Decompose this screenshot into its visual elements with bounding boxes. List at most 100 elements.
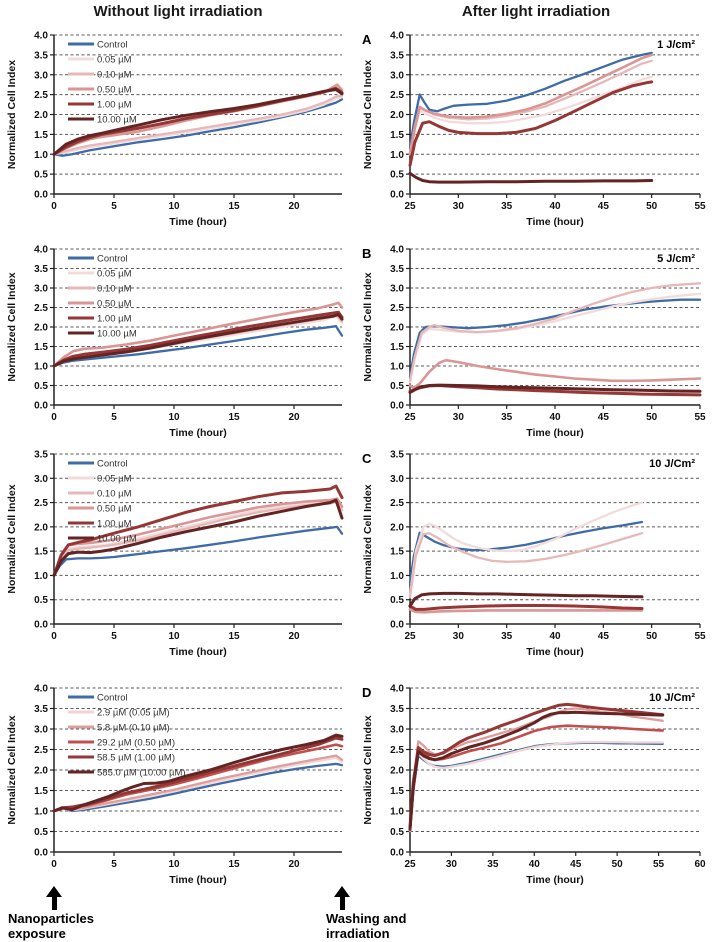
svg-text:20: 20 xyxy=(288,412,300,423)
svg-text:A: A xyxy=(362,32,372,47)
nanoparticles-exposure-label: Nanoparticles exposure xyxy=(8,911,94,941)
svg-text:0.5: 0.5 xyxy=(390,170,404,181)
svg-text:55: 55 xyxy=(694,412,706,423)
svg-text:1.00 µM: 1.00 µM xyxy=(97,100,132,111)
chart-no-light-row3: 0.0 0.5 1.0 1.5 2.0 2.5 3.0 3.5 0 5 10 15 20 Control 0… xyxy=(6,450,344,658)
svg-text:2.5: 2.5 xyxy=(34,745,48,756)
svg-text:40: 40 xyxy=(549,201,561,212)
chart-after-light-panel-b: 0.0 0.5 1.0 1.5 2.0 2.5 3.0 3.5 4.0 25 30 35 40 45 50 5… xyxy=(362,245,706,440)
svg-text:15: 15 xyxy=(228,631,240,642)
svg-text:0.50 µM: 0.50 µM xyxy=(97,85,132,96)
svg-text:Normalized Cell Index: Normalized Cell Index xyxy=(362,272,374,381)
svg-text:15: 15 xyxy=(228,201,240,212)
svg-text:Normalized Cell Index: Normalized Cell Index xyxy=(6,60,18,169)
svg-text:Normalized Cell Index: Normalized Cell Index xyxy=(362,715,374,824)
svg-text:Time (hour): Time (hour) xyxy=(526,427,584,439)
svg-text:0.10 µM: 0.10 µM xyxy=(97,489,132,500)
svg-text:0.50 µM: 0.50 µM xyxy=(97,299,132,310)
svg-text:Time (hour): Time (hour) xyxy=(526,216,584,228)
svg-text:1.0: 1.0 xyxy=(390,362,404,373)
arrow-head xyxy=(46,886,62,897)
exposure-arrow-icon xyxy=(46,886,62,910)
svg-text:Control: Control xyxy=(97,254,128,265)
svg-text:20: 20 xyxy=(288,201,300,212)
column-title-after-light: After light irradiation xyxy=(461,3,611,20)
chart-no-light-row1: 0.0 0.5 1.0 1.5 2.0 2.5 3.0 3.5 4.0 0 5 10 15 20 Contr… xyxy=(6,31,344,228)
svg-text:10: 10 xyxy=(168,859,180,870)
svg-text:2.0: 2.0 xyxy=(390,766,404,777)
svg-text:1.0: 1.0 xyxy=(390,571,404,582)
svg-text:30: 30 xyxy=(446,859,458,870)
svg-text:1.5: 1.5 xyxy=(34,547,48,558)
svg-text:40: 40 xyxy=(549,412,561,423)
svg-text:3.5: 3.5 xyxy=(34,704,48,715)
svg-text:3.0: 3.0 xyxy=(390,284,404,295)
svg-text:0.05 µM: 0.05 µM xyxy=(97,474,132,485)
svg-text:Normalized Cell Index: Normalized Cell Index xyxy=(6,715,18,824)
svg-text:55: 55 xyxy=(694,201,706,212)
svg-text:Time (hour): Time (hour) xyxy=(169,216,227,228)
svg-text:0.0: 0.0 xyxy=(34,620,48,631)
svg-text:0.0: 0.0 xyxy=(390,620,404,631)
svg-text:3.0: 3.0 xyxy=(390,70,404,81)
svg-text:15: 15 xyxy=(228,859,240,870)
svg-text:Control: Control xyxy=(97,693,128,704)
svg-text:25: 25 xyxy=(404,859,416,870)
svg-text:3.5: 3.5 xyxy=(390,450,404,461)
svg-text:0: 0 xyxy=(51,412,57,423)
svg-text:5.8 µM (0.10 µM): 5.8 µM (0.10 µM) xyxy=(97,723,170,734)
svg-text:3.5: 3.5 xyxy=(390,264,404,275)
svg-text:0.5: 0.5 xyxy=(390,595,404,606)
svg-text:4.0: 4.0 xyxy=(34,31,48,42)
svg-text:1.5: 1.5 xyxy=(34,130,48,141)
svg-text:0.50 µM: 0.50 µM xyxy=(97,504,132,515)
svg-text:30: 30 xyxy=(453,201,465,212)
svg-text:Time (hour): Time (hour) xyxy=(169,646,227,658)
svg-text:60: 60 xyxy=(694,859,706,870)
svg-text:1.5: 1.5 xyxy=(390,547,404,558)
svg-text:30: 30 xyxy=(453,631,465,642)
svg-text:4.0: 4.0 xyxy=(34,245,48,256)
svg-text:4.0: 4.0 xyxy=(34,684,48,695)
svg-text:2.5: 2.5 xyxy=(390,303,404,314)
svg-text:Normalized Cell Index: Normalized Cell Index xyxy=(6,272,18,381)
chart-no-light-row4: 0.0 0.5 1.0 1.5 2.0 2.5 3.0 3.5 4.0 0 5 10 15 20 Contr… xyxy=(6,684,344,886)
svg-text:3.0: 3.0 xyxy=(34,284,48,295)
svg-text:1.0: 1.0 xyxy=(34,150,48,161)
svg-text:Control: Control xyxy=(97,40,128,51)
svg-text:2.0: 2.0 xyxy=(34,323,48,334)
svg-text:0.0: 0.0 xyxy=(390,848,404,859)
svg-text:50: 50 xyxy=(612,859,624,870)
svg-text:2.0: 2.0 xyxy=(390,110,404,121)
svg-text:25: 25 xyxy=(404,412,416,423)
svg-text:1.00 µM: 1.00 µM xyxy=(97,519,132,530)
svg-text:45: 45 xyxy=(570,859,582,870)
svg-text:1.5: 1.5 xyxy=(390,786,404,797)
svg-text:50: 50 xyxy=(646,631,658,642)
svg-text:3.0: 3.0 xyxy=(34,70,48,81)
svg-text:0.5: 0.5 xyxy=(390,381,404,392)
svg-text:0.05 µM: 0.05 µM xyxy=(97,269,132,280)
chart-after-light-panel-c: 0.0 0.5 1.0 1.5 2.0 2.5 3.0 3.5 25 30 35 40 45 50 55 No… xyxy=(362,450,706,659)
svg-text:10: 10 xyxy=(168,201,180,212)
svg-text:2.5: 2.5 xyxy=(390,745,404,756)
svg-text:1.00 µM: 1.00 µM xyxy=(97,314,132,325)
svg-text:20: 20 xyxy=(288,631,300,642)
svg-text:D: D xyxy=(362,685,371,700)
washing-arrow-icon xyxy=(334,886,350,910)
svg-text:3.5: 3.5 xyxy=(34,264,48,275)
svg-text:2.5: 2.5 xyxy=(34,303,48,314)
svg-text:3.5: 3.5 xyxy=(390,704,404,715)
svg-text:10: 10 xyxy=(168,412,180,423)
svg-text:4.0: 4.0 xyxy=(390,684,404,695)
svg-text:50: 50 xyxy=(646,201,658,212)
svg-text:1.0: 1.0 xyxy=(34,807,48,818)
svg-text:B: B xyxy=(362,246,371,261)
svg-text:10.00 µM: 10.00 µM xyxy=(97,115,137,126)
svg-text:5 J/cm²: 5 J/cm² xyxy=(657,253,695,265)
svg-text:0.10 µM: 0.10 µM xyxy=(97,70,132,81)
svg-text:0.05 µM: 0.05 µM xyxy=(97,55,132,66)
svg-text:35: 35 xyxy=(501,631,513,642)
svg-text:2.0: 2.0 xyxy=(34,522,48,533)
